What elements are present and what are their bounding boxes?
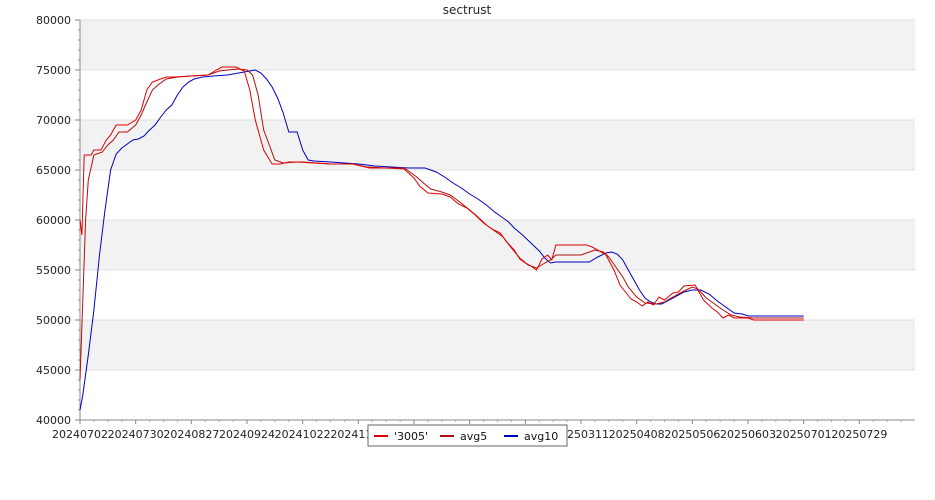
y-tick-label: 75000	[36, 64, 71, 77]
grid-band	[80, 320, 915, 370]
series-lines	[79, 66, 804, 411]
x-tick-label: 20250701	[776, 428, 832, 441]
y-tick-label: 80000	[36, 14, 71, 27]
grid-band	[80, 70, 915, 120]
y-tick-label: 45000	[36, 364, 71, 377]
grid-band	[80, 20, 915, 70]
x-tick-label: 20240827	[163, 428, 219, 441]
legend-label: '3005'	[394, 430, 428, 443]
y-tick-label: 55000	[36, 264, 71, 277]
y-tick-label: 40000	[36, 414, 71, 427]
grid-band	[80, 170, 915, 220]
x-tick-label: 20250603	[720, 428, 776, 441]
legend-label: avg5	[460, 430, 487, 443]
x-tick-label: 20240702	[52, 428, 108, 441]
grid-bands	[80, 20, 915, 420]
grid-band	[80, 270, 915, 320]
x-tick-label: 20241022	[275, 428, 331, 441]
x-tick-label: 20250729	[831, 428, 887, 441]
series-line-avg10	[79, 69, 804, 411]
x-tick-label: 20240924	[219, 428, 275, 441]
series-line-main	[79, 66, 804, 321]
legend-box	[367, 424, 568, 447]
legend-label: avg10	[524, 430, 558, 443]
y-axis-ticks: 40000 45000 50000 55000 60000 65000 70000 75000…	[36, 14, 80, 427]
x-tick-label: 20240730	[108, 428, 164, 441]
series-line-avg5	[79, 68, 804, 381]
legend: '3005' avg5 avg10	[367, 424, 568, 447]
grid-band	[80, 370, 915, 420]
x-tick-label: 20250506	[664, 428, 720, 441]
x-tick-label: 20250408	[609, 428, 665, 441]
y-tick-label: 65000	[36, 164, 71, 177]
grid-band	[80, 120, 915, 170]
grid-band	[80, 220, 915, 270]
y-tick-label: 50000	[36, 314, 71, 327]
y-tick-label: 60000	[36, 214, 71, 227]
chart-title: sectrust	[443, 3, 492, 17]
y-tick-label: 70000	[36, 114, 71, 127]
